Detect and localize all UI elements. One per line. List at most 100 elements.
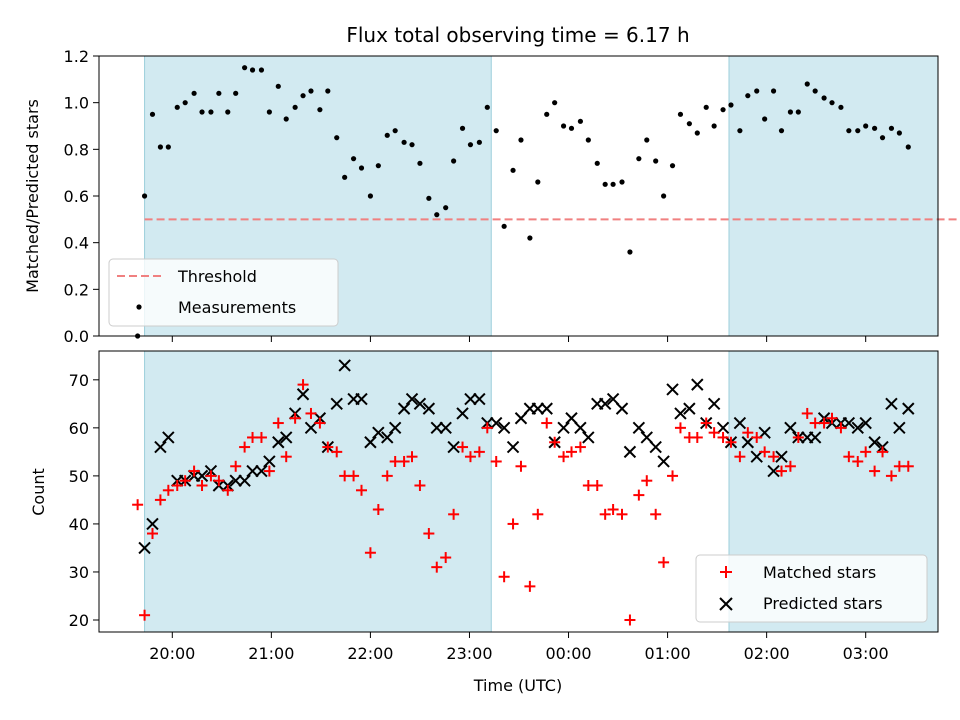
predicted-point-33	[413, 397, 427, 411]
predicted-point-90	[893, 421, 906, 435]
matched-point-46	[515, 460, 527, 472]
matched-point-79	[792, 431, 804, 443]
matched-point-12	[230, 460, 242, 472]
bottom-axes-frame	[98, 350, 939, 633]
measurement-point-44	[501, 223, 507, 229]
predicted-point-69	[716, 421, 730, 435]
predicted-point-72	[741, 436, 755, 449]
predicted-point-73	[750, 450, 763, 463]
matched-point-67	[691, 431, 703, 443]
bottom-y-axis-label: Count	[29, 468, 48, 516]
predicted-point-1	[146, 517, 159, 531]
matched-point-59	[624, 614, 636, 626]
legend-matched-swatch	[720, 566, 732, 578]
predicted-point-37	[447, 440, 460, 454]
measurement-point-48	[535, 179, 541, 185]
matched-point-49	[541, 417, 553, 429]
predicted-point-34	[422, 402, 436, 415]
matched-point-28	[364, 547, 376, 559]
predicted-point-68	[707, 397, 721, 411]
measurement-point-79	[795, 109, 801, 115]
matched-point-17	[272, 417, 284, 429]
predicted-point-56	[606, 392, 620, 406]
legend-matched-label: Matched stars	[763, 563, 876, 582]
measurement-point-24	[334, 135, 340, 141]
matched-point-37	[440, 552, 452, 564]
matched-point-47	[524, 580, 536, 592]
matched-point-78	[784, 460, 796, 472]
matched-point-50	[549, 436, 561, 448]
measurement-point-46	[518, 137, 524, 143]
measurement-point-90	[888, 125, 895, 131]
predicted-point-36	[439, 421, 452, 435]
measurement-point-70	[720, 107, 726, 113]
predicted-point-35	[430, 421, 443, 435]
x-axis-label: Time (UTC)	[473, 676, 562, 695]
matched-point-18	[280, 451, 292, 463]
panel-counts: 20 30 40 50 60 70 20:00 21:00 22:00 23:00 00:00 01…	[29, 350, 939, 695]
predicted-point-7	[195, 469, 209, 483]
predicted-point-3	[162, 431, 175, 444]
predicted-point-63	[666, 383, 679, 396]
matched-point-72	[734, 451, 746, 463]
measurement-point-40	[467, 142, 474, 148]
matched-point-42	[481, 422, 493, 434]
top-yticks-label-1: 0.2	[64, 280, 89, 299]
measurement-point-52	[568, 125, 575, 131]
matched-point-21	[305, 407, 317, 419]
measurement-point-41	[476, 139, 482, 145]
bot-yticks-label-2: 40	[69, 515, 89, 534]
predicted-point-26	[355, 392, 368, 406]
top-yticks-label-4: 0.8	[64, 140, 89, 159]
measurement-point-17	[275, 83, 281, 89]
measurement-point-25	[342, 174, 348, 180]
measurement-point-35	[426, 195, 432, 201]
measurement-point-31	[392, 128, 398, 134]
predicted-point-58	[623, 445, 637, 459]
panel-ratio: 0.0 0.2 0.4 0.6 0.8 1.0 1.2 Matched/Predicted …	[23, 47, 960, 346]
matched-point-68	[700, 417, 712, 429]
matched-point-3	[154, 494, 166, 506]
top-yticks-label-3: 0.6	[64, 187, 89, 206]
predicted-point-47	[531, 402, 545, 415]
x-tick-label-0: 20:00	[149, 644, 195, 663]
measurement-points	[135, 65, 911, 339]
measurement-point-7	[191, 90, 197, 96]
matched-point-27	[355, 484, 367, 496]
matched-point-82	[818, 417, 830, 429]
matched-point-80	[801, 407, 813, 419]
predicted-point-11	[229, 474, 242, 487]
predicted-point-59	[632, 421, 646, 435]
matched-point-58	[616, 508, 628, 520]
predicted-point-17	[280, 431, 293, 444]
predicted-point-50	[557, 421, 570, 435]
matched-point-65	[674, 422, 686, 434]
predicted-point-0	[138, 541, 151, 555]
predicted-point-65	[683, 402, 696, 415]
predicted-point-20	[304, 421, 318, 435]
measurement-point-3	[157, 144, 164, 150]
matched-point-70	[717, 431, 729, 443]
predicted-point-14	[255, 464, 268, 478]
matched-point-90	[885, 470, 897, 482]
measurement-point-4	[165, 144, 171, 150]
measurement-point-42	[484, 104, 490, 110]
measurement-point-76	[770, 88, 777, 94]
measurement-point-6	[182, 100, 188, 106]
top-x-axis-ticks	[171, 336, 867, 342]
measurement-point-32	[401, 139, 407, 145]
measurement-point-53	[577, 118, 584, 124]
measurement-point-83	[829, 100, 835, 106]
matched-point-34	[414, 479, 426, 491]
measurement-point-66	[686, 121, 692, 127]
matched-point-35	[423, 528, 435, 540]
measurement-point-84	[838, 104, 844, 110]
bottom-legend: Matched stars Predicted stars	[695, 554, 928, 623]
matched-point-52	[565, 446, 577, 458]
legend-predicted-swatch	[719, 597, 733, 611]
measurement-point-16	[266, 109, 272, 115]
matched-point-86	[852, 455, 864, 467]
x-tick-label-6: 02:00	[744, 644, 790, 663]
measurement-point-71	[728, 102, 734, 108]
matched-point-57	[607, 504, 619, 516]
